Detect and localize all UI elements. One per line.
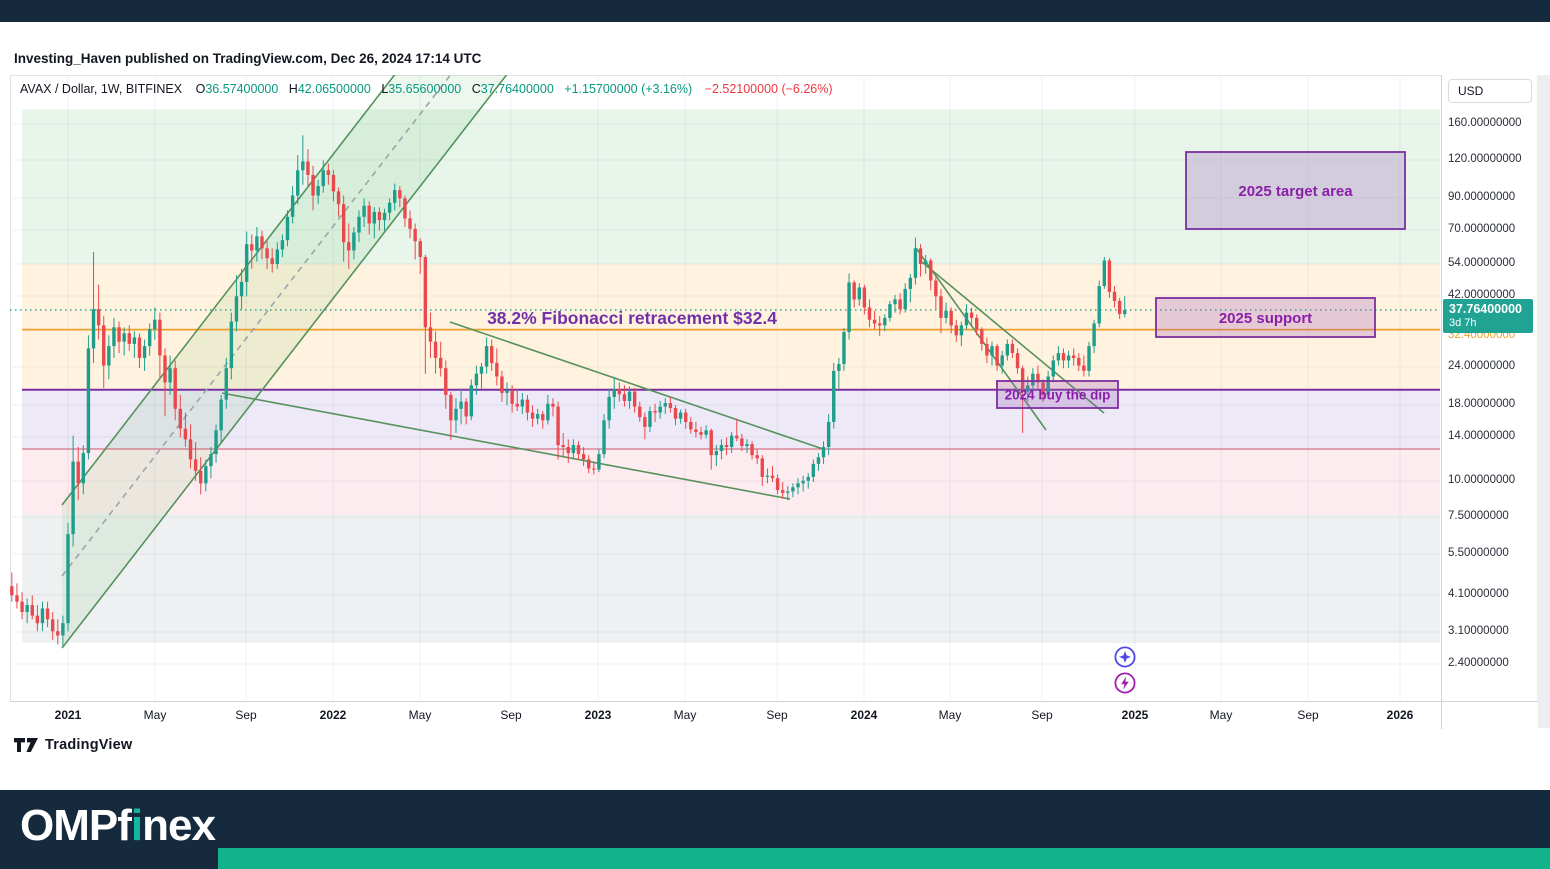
tradingview-brand-text: TradingView — [45, 737, 133, 753]
price-tick: 24.00000000 — [1448, 360, 1516, 372]
ohlc-open-value: 36.57400000 — [205, 82, 279, 96]
time-axis[interactable]: 2021 May Sep 2022 May Sep 2023 May Sep 2024 May Sep… — [10, 701, 1538, 729]
svg-text:2025 support: 2025 support — [1219, 310, 1312, 327]
candles — [10, 135, 1127, 646]
time-tick: Sep — [1031, 708, 1053, 722]
time-tick: Sep — [500, 708, 522, 722]
ohlc-close-prefix: C — [471, 82, 481, 96]
candlestick-chart[interactable]: 2025 target area 2025 support 2024 buy the… — [0, 0, 1550, 760]
time-tick: 2026 — [1386, 708, 1414, 722]
time-tick: Sep — [766, 708, 788, 722]
ohlc-high-prefix: H — [288, 82, 298, 96]
trendlines — [61, 75, 1105, 649]
ompfinex-logo-accent: i — [130, 801, 143, 850]
ompfinex-logo-part1: OMPf — [20, 801, 132, 850]
time-tick: 2021 — [54, 708, 82, 722]
time-tick: May — [938, 708, 962, 722]
horizontal-level-lines — [10, 309, 1440, 450]
price-tick: 3.10000000 — [1448, 625, 1509, 637]
tradingview-attribution[interactable]: TradingView — [14, 737, 132, 753]
right-gray-strip — [1537, 75, 1550, 728]
price-tick: 10.00000000 — [1448, 474, 1516, 486]
publication-header: Investing_Haven published on TradingView… — [14, 51, 482, 66]
price-tick: 120.00000000 — [1448, 153, 1522, 165]
ompfinex-logo-part2: nex — [142, 801, 216, 850]
price-tick: 54.00000000 — [1448, 257, 1516, 269]
price-tick: 160.00000000 — [1448, 117, 1522, 129]
footer-brand-bar: OMPfinex — [0, 790, 1550, 869]
annotation-box[interactable] — [1185, 151, 1406, 230]
candle-countdown: 3d 7h — [1449, 317, 1477, 329]
svg-text:2025 target area: 2025 target area — [1238, 183, 1353, 200]
lightning-circle-icon[interactable] — [1114, 672, 1136, 694]
price-tick: 42.00000000 — [1448, 289, 1516, 301]
price-tick: 14.00000000 — [1448, 430, 1516, 442]
price-tick: 2.40000000 — [1448, 657, 1509, 669]
time-tick: Sep — [1297, 708, 1319, 722]
price-axis[interactable]: USD 160.00000000 120.00000000 90.00000000 7… — [1441, 75, 1537, 728]
ompfinex-logo: OMPfinex — [20, 798, 216, 854]
annotation-box[interactable] — [1155, 297, 1376, 338]
time-tick: May — [1209, 708, 1233, 722]
svg-text:2024 buy the dip: 2024 buy the dip — [1005, 387, 1111, 402]
time-tick: May — [673, 708, 697, 722]
footer-teal-bar — [218, 848, 1550, 869]
price-tick: 70.00000000 — [1448, 223, 1516, 235]
annotation-box[interactable] — [996, 380, 1119, 409]
sparkle-circle-icon[interactable] — [1114, 646, 1136, 668]
price-tick: 4.10000000 — [1448, 588, 1509, 600]
axis-corner-cell — [1441, 702, 1538, 729]
time-tick: 2022 — [319, 708, 347, 722]
annotation-boxes: 2025 target area 2025 support 2024 buy the… — [996, 151, 1406, 409]
ohlc-low-value: 35.65600000 — [388, 82, 462, 96]
time-tick: 2025 — [1121, 708, 1149, 722]
ohlc-open-prefix: O — [195, 82, 206, 96]
time-tick: 2024 — [850, 708, 878, 722]
price-tick: 7.50000000 — [1448, 510, 1509, 522]
current-price-value: 37.76400000 — [1449, 302, 1522, 316]
ohlc-close-value: 37.76400000 — [480, 82, 554, 96]
change-positive: +1.15700000 (+3.16%) — [564, 82, 693, 96]
time-tick: May — [408, 708, 432, 722]
change-negative: −2.52100000 (−6.26%) — [704, 82, 833, 96]
ohlc-low-prefix: L — [381, 82, 389, 96]
grid — [10, 75, 1440, 700]
ohlc-high-value: 42.06500000 — [297, 82, 371, 96]
fibonacci-annotation: 38.2% Fibonacci retracement $32.4 — [487, 308, 777, 328]
time-tick: 2023 — [584, 708, 612, 722]
top-navy-bar — [0, 0, 1550, 22]
price-tick: 90.00000000 — [1448, 191, 1516, 203]
chart-legend[interactable]: AVAX / Dollar, 1W, BITFINEX O36.57400000… — [20, 82, 833, 96]
time-tick: Sep — [235, 708, 257, 722]
symbol-title: AVAX / Dollar, 1W, BITFINEX — [20, 82, 183, 96]
time-tick: May — [143, 708, 167, 722]
tradingview-logo-icon — [14, 738, 38, 752]
current-price-tag: 37.76400000 3d 7h — [1443, 299, 1533, 333]
currency-toggle-button[interactable]: USD — [1448, 79, 1532, 103]
price-tick: 5.50000000 — [1448, 547, 1509, 559]
price-tick: 18.00000000 — [1448, 398, 1516, 410]
